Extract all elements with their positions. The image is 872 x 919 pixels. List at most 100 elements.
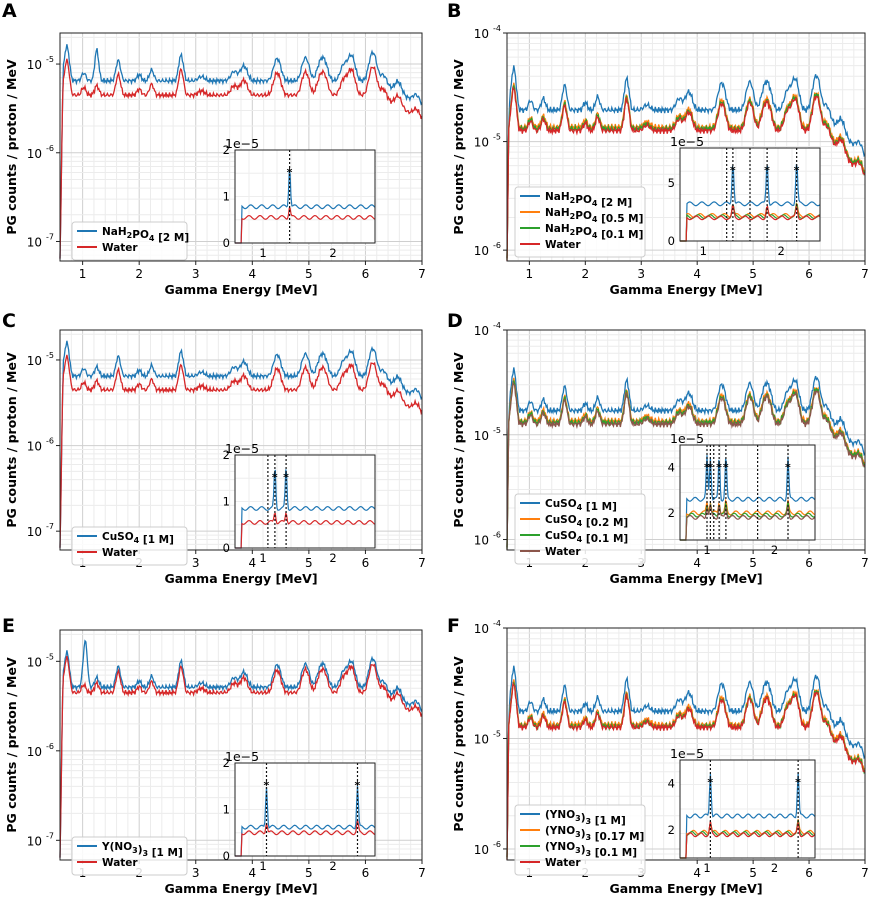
legend-text-part: 4 — [577, 519, 583, 528]
legend-text-part: [0.2 M] — [582, 517, 628, 529]
series-line-0 — [506, 367, 866, 548]
x-axis-label: Gamma Energy [MeV] — [609, 282, 762, 297]
inset-y-tick-label: 2 — [668, 823, 675, 837]
inset-series-line-1 — [235, 511, 376, 549]
legend-box — [71, 836, 188, 876]
inset-scale-label: 1e−5 — [670, 431, 704, 446]
inset-series-line-3 — [680, 204, 821, 242]
y-tick-label: 10 — [474, 136, 489, 150]
series-line-0 — [59, 340, 423, 548]
legend-text-part: [0.1 M] — [582, 533, 628, 545]
panel-F: F 1 2 3 4 5 6 7 Gamma Energy [MeV] PG counts / pr… — [447, 615, 869, 896]
y-tick-label: 10 — [27, 147, 42, 161]
legend-text-part: 4 — [577, 535, 583, 544]
inset-star: * — [355, 779, 361, 792]
y-tick-label: 10 — [474, 27, 489, 41]
inset-scale-label: 1e−5 — [670, 134, 704, 149]
plot-frame — [59, 329, 423, 551]
legend-text-part: PO — [575, 194, 592, 206]
inset-y-tick-label: 0 — [223, 541, 230, 555]
x-axis-label: Gamma Energy [MeV] — [164, 881, 317, 896]
inset-series-line-1 — [235, 820, 376, 857]
x-tick-label: 6 — [805, 556, 813, 570]
legend-text-part: 2 — [570, 212, 576, 221]
legend-text-part: PO — [575, 210, 592, 222]
legend-entry: NaH2PO4 [0.1 M] — [545, 223, 643, 241]
legend-entry: CuSO4 [0.1 M] — [545, 530, 628, 545]
inset-scale-label: 1e−5 — [670, 746, 704, 761]
inset-series-line-0 — [235, 785, 376, 857]
y-tick-exponent: -7 — [46, 522, 54, 531]
legend-text-part: CuSO — [545, 530, 577, 542]
inset-star: * — [264, 779, 270, 792]
x-tick-label: 3 — [192, 866, 200, 880]
y-tick-exponent: -7 — [46, 232, 54, 241]
inset-series-line-0 — [680, 772, 816, 859]
series-line-3 — [506, 85, 866, 262]
inset-x-tick-label: 2 — [329, 859, 336, 873]
inset-y-tick-label: 1 — [223, 190, 230, 204]
y-tick-label: 10 — [474, 324, 489, 338]
legend-text-part: 3 — [586, 817, 592, 826]
inset-series-line-0 — [235, 170, 376, 244]
inset-scale-label: 1e−5 — [225, 136, 259, 151]
legend-text-part: [1 M] — [148, 847, 183, 859]
inset-star: * — [283, 471, 289, 484]
inset-x-tick-label: 2 — [329, 551, 336, 565]
legend-text-part: Water — [102, 242, 138, 254]
inset: * 1e−5 0 1 2 1 2 — [223, 136, 376, 260]
legend-text-part: 3 — [575, 814, 581, 823]
legend-box — [514, 804, 646, 876]
legend-text-part: 3 — [586, 833, 592, 842]
legend-text-part: 4 — [134, 536, 140, 545]
plot-frame — [59, 32, 423, 262]
inset-y-tick-label: 0 — [223, 236, 230, 250]
x-tick-label: 4 — [693, 267, 701, 281]
legend-text-part: CuSO — [545, 514, 577, 526]
y-tick-label: 10 — [27, 235, 42, 249]
inset-star: * — [723, 461, 729, 474]
series-line-1 — [59, 655, 423, 858]
inset-series-line-1 — [235, 207, 376, 244]
inset-series-line-0 — [235, 469, 376, 549]
legend-text-part: Water — [545, 546, 581, 558]
series-line-1 — [59, 58, 423, 259]
inset: * * 1e−5 0 1 2 1 2 — [223, 441, 376, 565]
series-line-3 — [506, 681, 866, 861]
legend-text-part: [0.17 M] — [591, 831, 644, 843]
series-line-0 — [506, 65, 866, 259]
x-tick-label: 6 — [362, 267, 370, 281]
x-tick-label: 5 — [749, 556, 757, 570]
legend-entry: Water — [102, 547, 138, 559]
y-tick-label: 10 — [27, 58, 42, 72]
x-tick-label: 4 — [248, 556, 256, 570]
inset-frame — [234, 149, 376, 244]
x-tick-label: 4 — [248, 866, 256, 880]
y-tick-exponent: -5 — [493, 133, 501, 142]
y-tick-exponent: -5 — [46, 351, 54, 360]
inset-x-tick-label: 1 — [259, 859, 266, 873]
series-line-1 — [59, 354, 423, 548]
panel-E: E 1 2 3 4 5 6 7 Gamma Energy [MeV] PG counts / pr… — [2, 615, 426, 896]
inset-y-tick-label: 4 — [668, 461, 675, 475]
inset-y-tick-label: 0 — [223, 849, 230, 863]
x-tick-label: 2 — [135, 267, 143, 281]
y-axis-label: PG counts / proton / MeV — [4, 59, 19, 235]
legend-entry: NaH2PO4 [2 M] — [102, 226, 189, 244]
plot-frame — [506, 32, 866, 262]
legend-text-part: Water — [102, 857, 138, 869]
inset-frame — [679, 759, 816, 859]
legend-text-part: Water — [545, 857, 581, 869]
y-tick-exponent: -4 — [493, 619, 501, 628]
inset-x-tick-label: 1 — [259, 246, 266, 260]
inset-scale-label: 1e−5 — [225, 749, 259, 764]
inset-x-tick-label: 1 — [259, 551, 266, 565]
legend-entry: (YNO3)3 [0.1 M] — [545, 841, 637, 859]
legend-entry: CuSO4 [0.2 M] — [545, 514, 628, 529]
inset-x-tick-label: 2 — [771, 543, 778, 557]
x-tick-label: 1 — [526, 267, 534, 281]
inset-star: * — [716, 461, 722, 474]
x-tick-label: 3 — [637, 267, 645, 281]
legend-box — [514, 493, 646, 565]
